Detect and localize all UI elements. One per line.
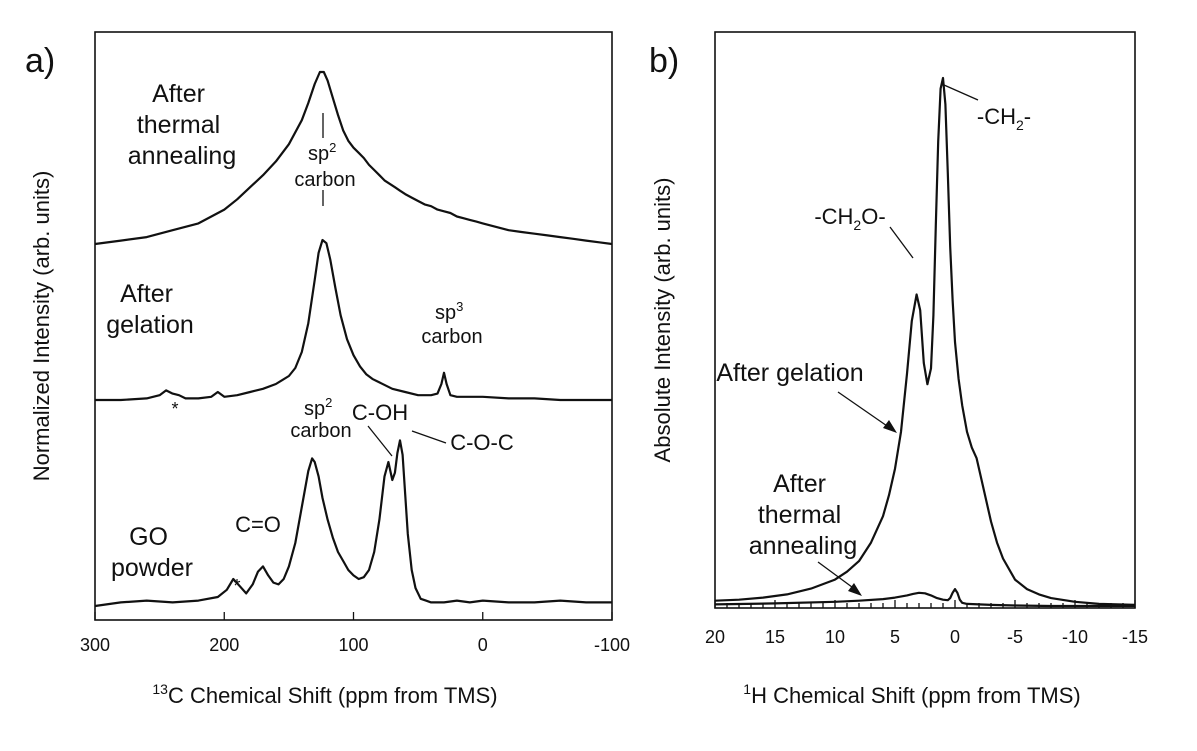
- panel-b-xticks: 20 15 10 5 0 -5 -10 -15: [705, 600, 1148, 647]
- leader-c-oh: [367, 425, 393, 457]
- panel-b-xtick-label: 0: [950, 627, 960, 647]
- annot-text: sp: [308, 143, 329, 165]
- leader-ch2o: [889, 226, 914, 259]
- annot-after-gelation-b: After gelation: [716, 359, 863, 387]
- panel-b-xlabel-main: H Chemical Shift (ppm from TMS): [751, 683, 1081, 708]
- annot-sub: 2: [1016, 117, 1024, 133]
- annot-spinning-sideband-star-go: *: [233, 576, 240, 596]
- annot-text: sp: [304, 398, 325, 420]
- series-after-gelation-1h: [714, 76, 1136, 606]
- panel-b-xtick-label: -15: [1122, 627, 1148, 647]
- annot-c-equals-o: C=O: [235, 512, 281, 537]
- label-line: annealing: [128, 142, 236, 170]
- arrowhead-after-gelation: [883, 420, 897, 433]
- annot-sup: 2: [329, 140, 336, 155]
- annot-sp2-carbon-annealed: sp2 carbon: [294, 135, 355, 191]
- panel-a-xlabel: 13C Chemical Shift (ppm from TMS): [152, 681, 497, 708]
- annot-line: After: [773, 470, 826, 498]
- annot-text: sp: [435, 302, 456, 324]
- panel-b-xtick-label: 20: [705, 627, 725, 647]
- annot-ch2o: -CH2O-: [814, 204, 885, 233]
- series-after-thermal-annealing-13c: [94, 70, 613, 246]
- series-after-thermal-annealing-1h: [714, 588, 1135, 608]
- annot-sup: 2: [325, 395, 332, 410]
- panel-b-xtick-label: -5: [1007, 627, 1023, 647]
- panel-b: b) Absolute Intensity (arb. units) 1H Ch…: [649, 31, 1148, 708]
- arrowhead-after-thermal-annealing: [848, 583, 862, 596]
- annot-sup: 3: [456, 299, 463, 314]
- annot-text: -CH: [814, 204, 853, 229]
- annot-sp3-carbon: sp3 carbon: [421, 294, 482, 348]
- leader-c-o-c: [411, 430, 447, 444]
- panel-a: a) Normalized Intensity (arb. units) 13C…: [25, 31, 630, 708]
- series-go-powder-13c: [94, 439, 612, 608]
- panel-a-xticks: 300 200 100 0 -100: [80, 612, 630, 655]
- panel-b-label: b): [649, 42, 679, 80]
- label-line: After: [152, 80, 205, 108]
- leader-ch2: [943, 84, 979, 101]
- panel-a-xtick-label: 200: [209, 635, 239, 655]
- panel-a-xlabel-main: C Chemical Shift (ppm from TMS): [168, 683, 498, 708]
- annot-line2: carbon: [294, 169, 355, 191]
- panel-b-xlabel: 1H Chemical Shift (ppm from TMS): [743, 681, 1080, 708]
- annot-line: annealing: [749, 532, 857, 560]
- panel-a-label: a): [25, 42, 55, 80]
- panel-b-xtick-label: -10: [1062, 627, 1088, 647]
- panel-b-xtick-label: 15: [765, 627, 785, 647]
- panel-a-ylabel: Normalized Intensity (arb. units): [29, 171, 54, 482]
- annot-sp2-carbon-go: sp2 carbon: [290, 390, 351, 442]
- arrow-after-gelation: [837, 391, 891, 429]
- arrow-after-thermal-annealing: [817, 561, 857, 591]
- label-line: After: [120, 280, 173, 308]
- panel-b-xlabel-sup: 1: [743, 681, 751, 697]
- panel-b-xtick-label: 5: [890, 627, 900, 647]
- annot-line: thermal: [758, 501, 841, 529]
- annot-spinning-sideband-star-gelation: *: [171, 399, 178, 419]
- series-after-gelation-13c: [95, 238, 612, 402]
- panel-a-xtick-label: -100: [594, 635, 630, 655]
- annot-ch2: -CH2-: [977, 104, 1031, 133]
- panel-b-frame: [714, 31, 1136, 609]
- annot-c-o-c: C-O-C: [450, 430, 514, 455]
- label-line: gelation: [106, 311, 194, 339]
- label-go-powder-a: GO powder: [111, 523, 193, 582]
- annot-after-thermal-annealing-b: After thermal annealing: [749, 470, 857, 560]
- label-after-gelation-a: After gelation: [106, 280, 194, 339]
- annot-sub: 2: [853, 217, 861, 233]
- panel-a-xtick-label: 0: [478, 635, 488, 655]
- annot-tail: O-: [861, 204, 885, 229]
- annot-text: -CH: [977, 104, 1016, 129]
- annot-line2: carbon: [421, 326, 482, 348]
- panel-a-xtick-label: 100: [338, 635, 368, 655]
- label-line: powder: [111, 554, 193, 582]
- label-line: thermal: [137, 111, 220, 139]
- panel-a-xtick-label: 300: [80, 635, 110, 655]
- annot-line2: carbon: [290, 420, 351, 442]
- annot-tail: -: [1024, 104, 1031, 129]
- panel-a-xlabel-sup: 13: [152, 681, 168, 697]
- panel-b-ylabel: Absolute Intensity (arb. units): [650, 178, 675, 463]
- annot-c-oh: C-OH: [352, 400, 408, 425]
- label-after-thermal-annealing-a: After thermal annealing: [128, 80, 236, 170]
- label-line: GO: [129, 523, 168, 551]
- panel-b-xtick-label: 10: [825, 627, 845, 647]
